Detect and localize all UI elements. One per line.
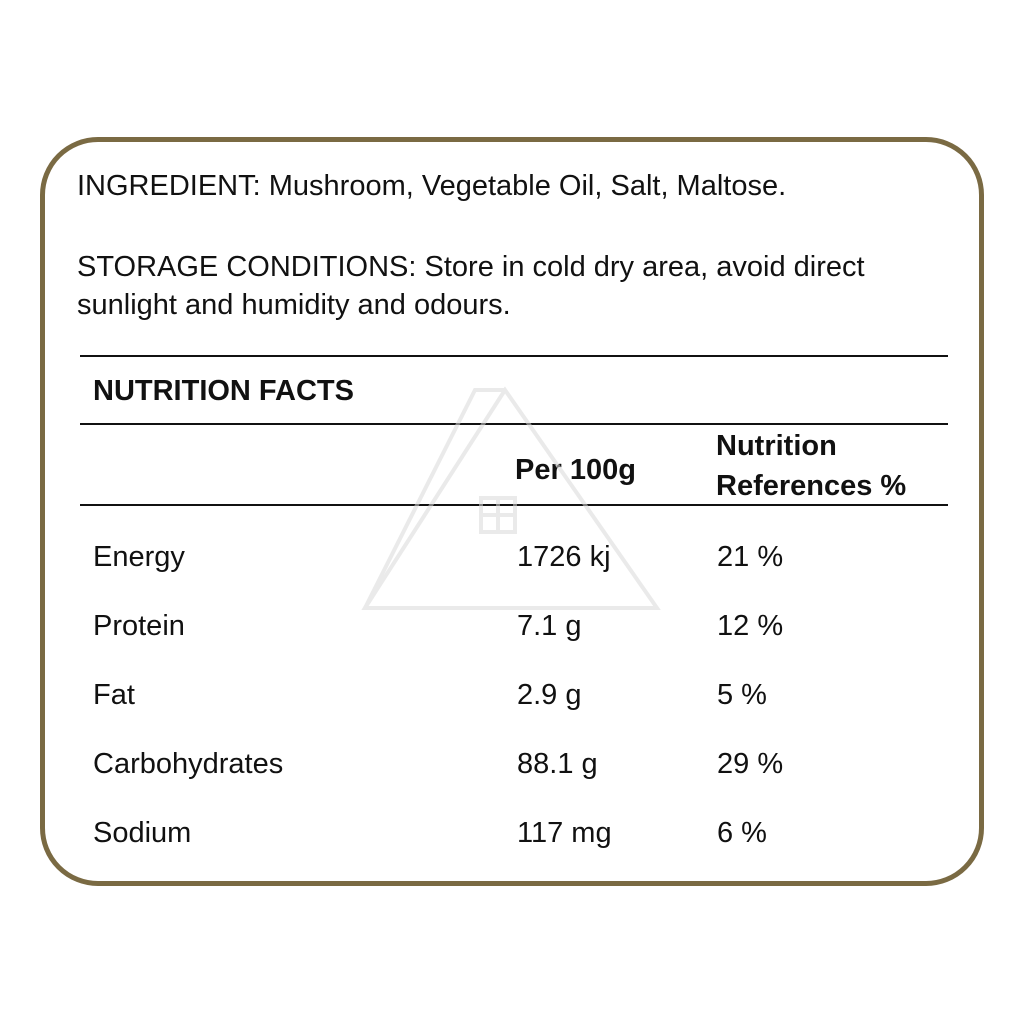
nutrient-value: 117 mg bbox=[517, 817, 612, 849]
nutrient-name: Carbohydrates bbox=[93, 748, 284, 780]
divider-mid bbox=[80, 423, 948, 425]
table-row: Fat 2.9 g 5 % bbox=[0, 675, 1024, 715]
divider-header bbox=[80, 504, 948, 506]
ingredient-text: INGREDIENT: Mushroom, Vegetable Oil, Sal… bbox=[77, 170, 787, 202]
nutrition-facts-title: NUTRITION FACTS bbox=[93, 375, 354, 407]
column-header-nutrition-references: Nutrition References % bbox=[716, 430, 907, 502]
divider-top bbox=[80, 355, 948, 357]
nutrient-name: Fat bbox=[93, 679, 135, 711]
table-row: Energy 1726 kj 21 % bbox=[0, 537, 1024, 577]
nutrient-value: 1726 kj bbox=[517, 541, 611, 573]
nutrient-reference: 6 % bbox=[717, 817, 767, 849]
nutrient-reference: 5 % bbox=[717, 679, 767, 711]
nutrient-value: 7.1 g bbox=[517, 610, 582, 642]
nutrient-reference: 12 % bbox=[717, 610, 784, 642]
nutrient-value: 88.1 g bbox=[517, 748, 598, 780]
nutrient-reference: 29 % bbox=[717, 748, 784, 780]
nutrient-name: Protein bbox=[93, 610, 185, 642]
nutrient-value: 2.9 g bbox=[517, 679, 582, 711]
table-row: Carbohydrates 88.1 g 29 % bbox=[0, 744, 1024, 784]
nutrient-reference: 21 % bbox=[717, 541, 784, 573]
table-row: Sodium 117 mg 6 % bbox=[0, 813, 1024, 853]
storage-conditions-text: STORAGE CONDITIONS: Store in cold dry ar… bbox=[77, 251, 865, 321]
nutrient-name: Sodium bbox=[93, 817, 192, 849]
nutrient-name: Energy bbox=[93, 541, 185, 573]
column-header-per-100g: Per 100g bbox=[515, 454, 636, 486]
table-row: Protein 7.1 g 12 % bbox=[0, 606, 1024, 646]
